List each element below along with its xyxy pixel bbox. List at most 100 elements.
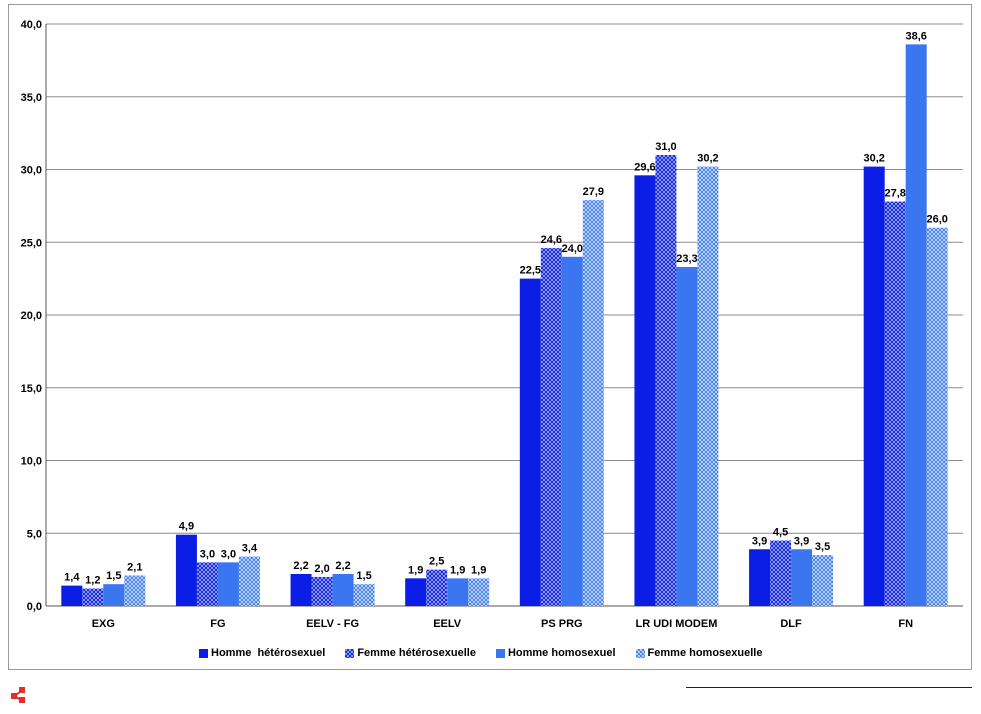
bar [426, 569, 448, 606]
bar [561, 256, 583, 606]
data-label: 2,0 [314, 563, 329, 575]
y-tick-label: 25,0 [21, 237, 42, 249]
y-tick-label: 30,0 [21, 165, 42, 177]
y-tick-label: 0,0 [27, 601, 42, 613]
y-tick-label: 15,0 [21, 383, 42, 395]
bar [353, 584, 375, 606]
legend-swatch [199, 648, 208, 658]
data-label: 1,5 [356, 570, 371, 582]
x-tick-label: PS PRG [541, 618, 583, 630]
y-axis-ticks: 0,0 5,0 10,0 15,0 20,0 25,0 30,0 35,0 40,0 [21, 19, 42, 613]
data-label: 3,5 [815, 541, 830, 553]
data-label: 4,9 [179, 521, 194, 533]
bar [697, 166, 719, 606]
data-label: 23,3 [676, 253, 697, 265]
bar [468, 578, 490, 606]
bar [290, 573, 312, 606]
data-label: 3,0 [221, 548, 236, 560]
bar [519, 278, 541, 606]
x-tick-label: EELV - FG [306, 618, 359, 630]
legend-label: Femme hétérosexuelle [357, 647, 476, 659]
data-labels: 1,4 1,2 1,5 2,1 4,9 3,0 3,0 3,4 2,2 2,0 2,2 1,5 1,9 2… [64, 30, 948, 586]
data-label: 1,9 [471, 564, 486, 576]
bar [540, 248, 562, 606]
grid-lines [45, 23, 963, 607]
bar [863, 166, 885, 606]
x-tick-label: DLF [780, 618, 802, 630]
legend-swatch [635, 648, 645, 658]
data-label: 38,6 [905, 30, 926, 42]
bar [175, 534, 197, 606]
legend-entry: Femme hétérosexuelle [345, 647, 476, 659]
legend: Homme hétérosexuel Femme hétérosexuelle Ho… [199, 647, 762, 659]
bar-chart: 0,05,010,015,020,025,030,035,040,0 1,4 1,… [21, 19, 963, 630]
data-label: 2,2 [293, 560, 308, 572]
bar [238, 556, 260, 606]
bar [196, 562, 218, 606]
y-tick-label: 5,0 [27, 528, 42, 540]
data-label: 1,2 [85, 575, 100, 587]
x-axis-ticks: EXG FG EELV - FG EELV PS PRG LR UDI MODEM DLF F… [92, 618, 913, 630]
bar [82, 588, 104, 606]
data-label: 29,6 [634, 161, 655, 173]
bar [634, 175, 656, 606]
data-label: 3,0 [200, 548, 215, 560]
legend-label: Homme homosexuel [507, 647, 616, 659]
data-label: 3,4 [242, 543, 258, 555]
legend-entry: Homme homosexuel [495, 647, 616, 659]
data-label: 26,0 [926, 214, 947, 226]
red-network-logo-icon [11, 687, 25, 703]
bar [770, 540, 792, 606]
data-label: 3,9 [794, 535, 809, 547]
data-label: 30,2 [697, 153, 718, 165]
y-tick-label: 40,0 [21, 19, 42, 31]
data-label: 27,9 [583, 186, 604, 198]
x-tick-label: EELV [433, 618, 462, 630]
bar [884, 201, 906, 606]
data-label: 2,1 [127, 561, 142, 573]
bar [124, 575, 146, 606]
bar [926, 227, 948, 606]
data-label: 31,0 [655, 141, 676, 153]
data-label: 24,6 [541, 234, 562, 246]
data-label: 22,5 [520, 265, 541, 277]
bar [791, 549, 813, 606]
legend-label: Femme homosexuelle [647, 647, 763, 659]
bar [217, 562, 239, 606]
bar [582, 200, 604, 606]
bar [311, 576, 333, 606]
bar [61, 585, 83, 606]
bar [655, 154, 677, 606]
bar [676, 266, 698, 606]
footer-rule [686, 687, 972, 688]
legend-swatch [495, 648, 505, 658]
x-tick-label: EXG [92, 618, 115, 630]
legend-entry: Femme homosexuelle [635, 647, 763, 659]
bar [103, 584, 125, 606]
y-tick-label: 10,0 [21, 456, 42, 468]
x-tick-label: LR UDI MODEM [635, 618, 717, 630]
bars [61, 44, 948, 607]
legend-swatch [345, 648, 355, 658]
data-label: 1,5 [106, 570, 121, 582]
data-label: 3,9 [752, 535, 767, 547]
data-label: 1,9 [450, 564, 465, 576]
legend-entry: Homme hétérosexuel [199, 647, 325, 659]
y-tick-label: 20,0 [21, 310, 42, 322]
data-label: 27,8 [884, 188, 905, 200]
bar [447, 578, 469, 606]
x-tick-label: FN [898, 618, 913, 630]
bar [812, 555, 834, 606]
data-label: 24,0 [562, 243, 583, 255]
data-label: 2,2 [335, 560, 350, 572]
chart-frame: 0,0 5,0 10,0 15,0 20,0 25,0 30,0 35,0 40,0 1,4 1,… [8, 4, 972, 670]
data-label: 1,9 [408, 564, 423, 576]
data-label: 2,5 [429, 556, 444, 568]
bar [405, 578, 427, 606]
legend-label: Homme hétérosexuel [211, 647, 326, 659]
data-label: 30,2 [863, 153, 884, 165]
x-tick-label: FG [210, 618, 225, 630]
bar [749, 549, 771, 606]
data-label: 1,4 [64, 572, 80, 584]
data-label: 4,5 [773, 527, 788, 539]
